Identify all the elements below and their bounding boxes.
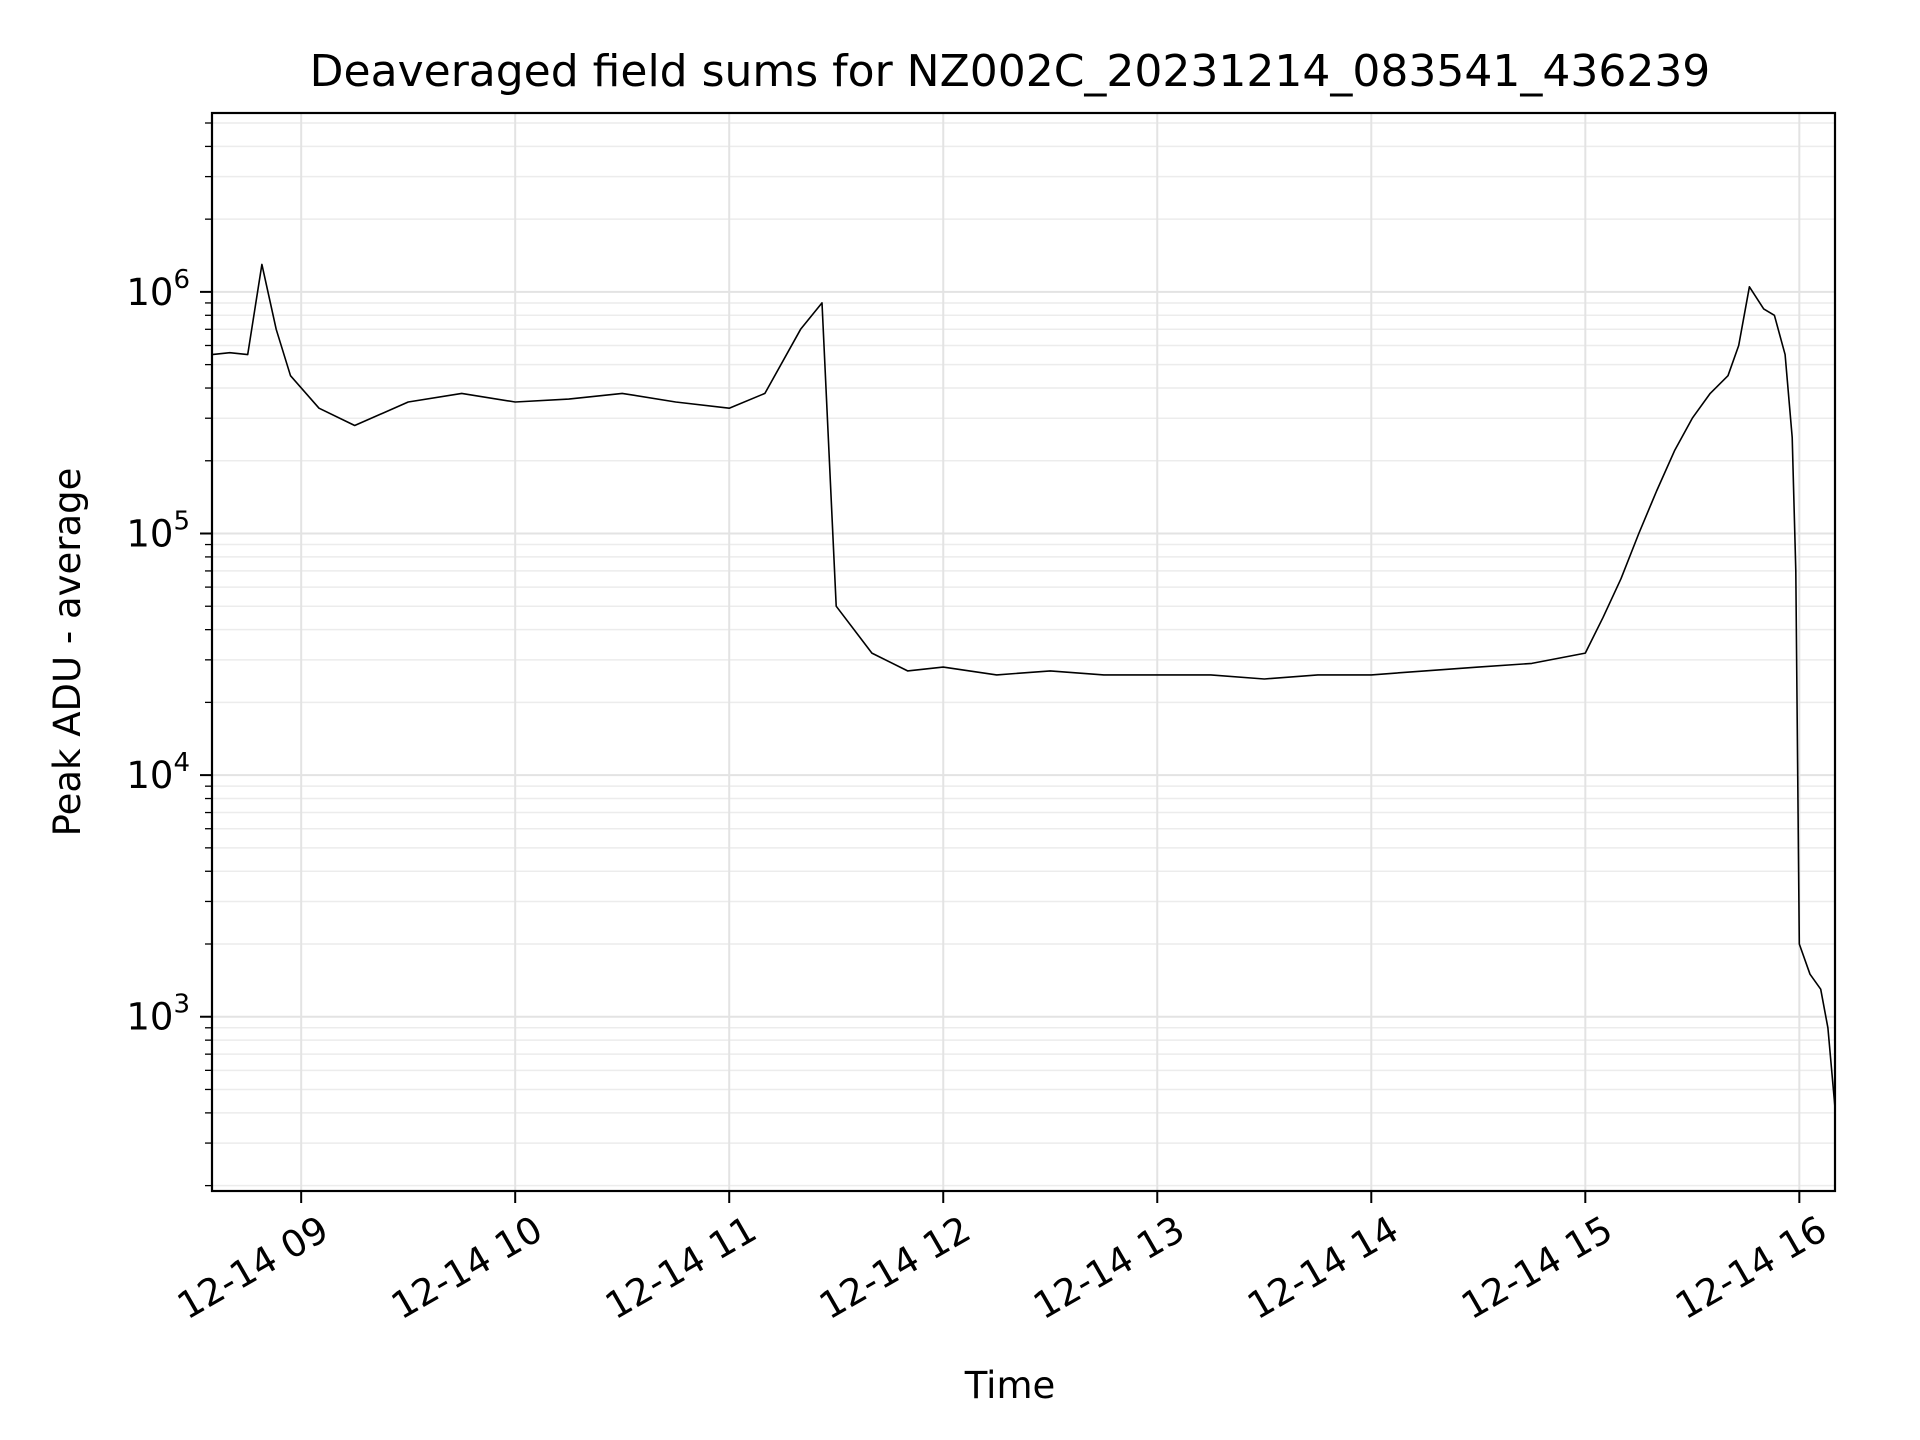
chart-title: Deaveraged field sums for NZ002C_2023121…: [310, 46, 1711, 97]
y-axis-ticks: 103 104 105 106: [126, 122, 212, 1187]
axes-frame: [210, 111, 1837, 1193]
y-tick-label: 105: [126, 507, 190, 556]
minor-gridlines: [212, 122, 1835, 1187]
plot-area: [211, 263, 1836, 1108]
y-tick-label: 103: [126, 990, 190, 1039]
series-line: [211, 263, 1836, 1108]
x-axis-label: Time: [964, 1364, 1056, 1407]
y-tick-label: 106: [126, 265, 190, 314]
y-axis-label: Peak ADU - average: [46, 468, 89, 837]
y-tick-label: 104: [126, 748, 190, 797]
